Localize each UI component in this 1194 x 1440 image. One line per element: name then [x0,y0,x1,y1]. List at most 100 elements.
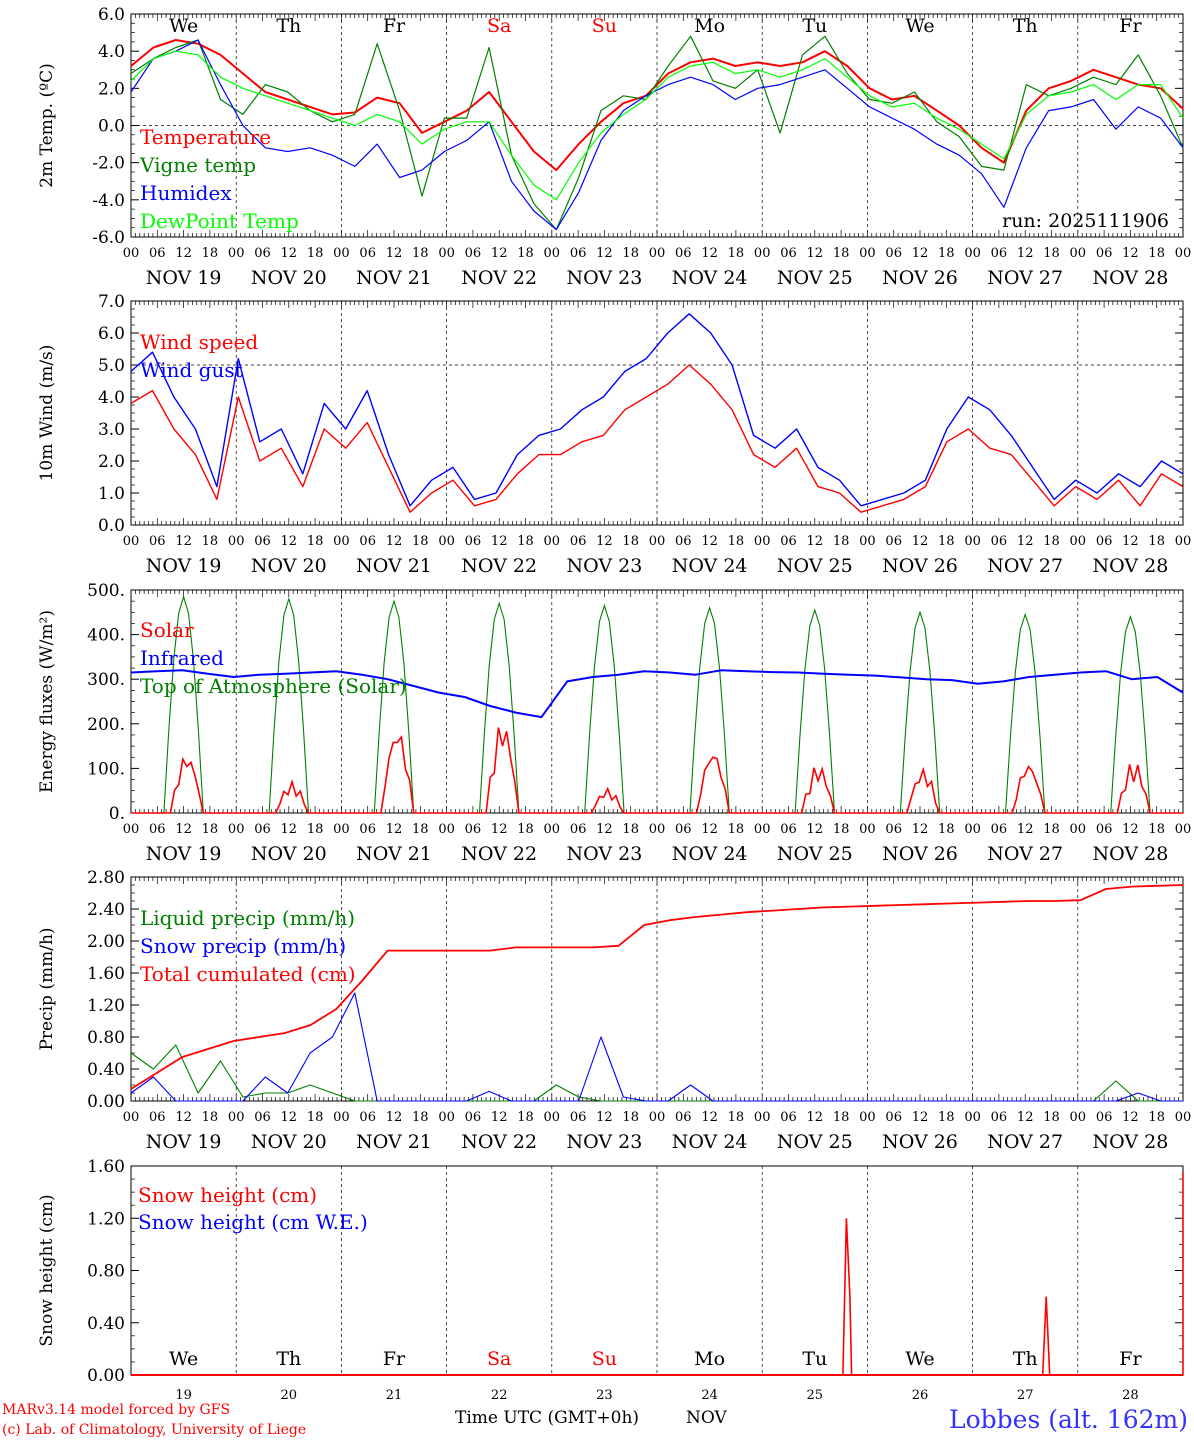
precip-hour-label: 00 [859,1110,876,1125]
temp-date-label: NOV 28 [1092,267,1168,289]
flux-frame [130,589,1184,814]
flux-hour-label: 06 [465,822,482,837]
flux-hour-label: 00 [123,822,140,837]
temp-hour-label: 12 [175,246,192,261]
temp-hour-label: 12 [596,246,613,261]
snow-day-label: Fr [383,1348,406,1370]
flux-hour-label: 12 [701,822,718,837]
wind-legend-0: Wind speed [140,330,258,354]
temp-hour-label: 00 [754,246,771,261]
precip-date-label: NOV 24 [672,1131,748,1153]
precip-legend-0: Liquid precip (mm/h) [140,906,355,930]
wind-hour-label: 06 [780,534,797,549]
panel-precip: 2.80 2.40 2.00 1.60 1.20 0.80 0.40 0.00 Precip (… [37,868,1191,1153]
wind-date-label: NOV 22 [461,555,537,577]
flux-hour-label: 12 [1017,822,1034,837]
temp-hour-label: 12 [491,246,508,261]
flux-date-label: NOV 24 [672,843,748,865]
precip-hour-label: 00 [333,1110,350,1125]
temp-hour-label: 00 [649,246,666,261]
precip-hour-label: 12 [1017,1110,1034,1125]
flux-hour-label: 12 [281,822,298,837]
wind-hour-label: 12 [912,534,929,549]
temp-day-label: Th [276,15,301,37]
snow-day-label: Th [1013,1348,1038,1370]
wind-hour-label: 00 [544,534,561,549]
wind-ytick-label: 6.0 [98,324,125,344]
wind-date-label: NOV 19 [146,555,222,577]
precip-ytick-label: 1.60 [87,964,125,984]
precip-hour-label: 18 [833,1110,850,1125]
temp-day-label: Fr [1119,15,1142,37]
temp-ytick-label: -4.0 [92,191,125,211]
temp-date-label: NOV 26 [882,267,958,289]
temp-hour-label: 18 [938,246,955,261]
snow-day-number: 27 [1017,1388,1034,1403]
wind-hour-label: 18 [517,534,534,549]
flux-date-label: NOV 21 [356,843,432,865]
flux-hour-label: 06 [991,822,1008,837]
precip-ytick-label: 2.80 [87,868,125,888]
temp-series-2 [130,39,1184,231]
panel-flux: 500. 400. 300. 200. 100. 0. Energy fluxes (W/m… [37,581,1191,865]
temp-day-label: We [905,15,934,37]
x-axis-month: NOV [686,1408,728,1428]
snow-day-number: 22 [491,1388,508,1403]
temp-hour-label: 00 [964,246,981,261]
temp-hour-label: 18 [833,246,850,261]
precip-date-label: NOV 28 [1092,1131,1168,1153]
flux-hour-label: 12 [491,822,508,837]
wind-hour-label: 18 [1043,534,1060,549]
flux-hour-label: 18 [307,822,324,837]
wind-hour-label: 06 [149,534,166,549]
temp-ytick-label: 2.0 [98,79,125,99]
wind-hour-label: 06 [885,534,902,549]
wind-series-0 [130,364,1184,513]
wind-hour-label: 06 [359,534,376,549]
wind-hour-label: 00 [964,534,981,549]
precip-hour-label: 06 [465,1110,482,1125]
temp-ytick-label: -2.0 [92,154,125,174]
flux-hour-label: 06 [570,822,587,837]
flux-date-label: NOV 26 [882,843,958,865]
flux-date-label: NOV 22 [461,843,537,865]
flux-solar [131,727,1183,814]
snow-day-label: Tu [802,1348,827,1370]
flux-legend-1: Infrared [140,646,224,670]
flux-date-label: NOV 23 [566,843,642,865]
temp-hour-label: 12 [1122,246,1139,261]
wind-ytick-label: 2.0 [98,452,125,472]
wind-ylabel: 10m Wind (m/s) [37,345,57,482]
flux-hour-label: 06 [780,822,797,837]
wind-ytick-label: 1.0 [98,484,125,504]
temp-hour-label: 12 [1017,246,1034,261]
wind-date-label: NOV 21 [356,555,432,577]
temp-date-label: NOV 21 [356,267,432,289]
wind-hour-label: 00 [123,534,140,549]
x-axis-label: Time UTC (GMT+0h) [455,1408,639,1428]
flux-hour-label: 06 [359,822,376,837]
temp-day-label: Tu [802,15,827,37]
precip-hour-label: 12 [596,1110,613,1125]
wind-hour-label: 12 [1122,534,1139,549]
precip-hour-label: 18 [517,1110,534,1125]
temp-ytick-label: 6.0 [98,5,125,25]
temp-ytick-label: 0.0 [98,117,125,137]
temp-hour-label: 18 [728,246,745,261]
snow-day-number: 19 [175,1388,192,1403]
flux-ytick-label: 0. [109,804,125,824]
flux-hour-label: 00 [1175,822,1192,837]
wind-legend-1: Wind gust [140,358,243,382]
precip-date-label: NOV 19 [146,1131,222,1153]
wind-hour-label: 18 [307,534,324,549]
wind-hour-label: 18 [938,534,955,549]
temp-day-label: Sa [487,15,511,37]
flux-hour-label: 12 [386,822,403,837]
temp-date-label: NOV 20 [251,267,327,289]
wind-hour-label: 12 [281,534,298,549]
precip-ytick-label: 1.20 [87,996,125,1016]
temp-day-label: Th [1013,15,1038,37]
snow-legend-1: Snow height (cm W.E.) [138,1210,368,1234]
temp-hour-label: 00 [228,246,245,261]
